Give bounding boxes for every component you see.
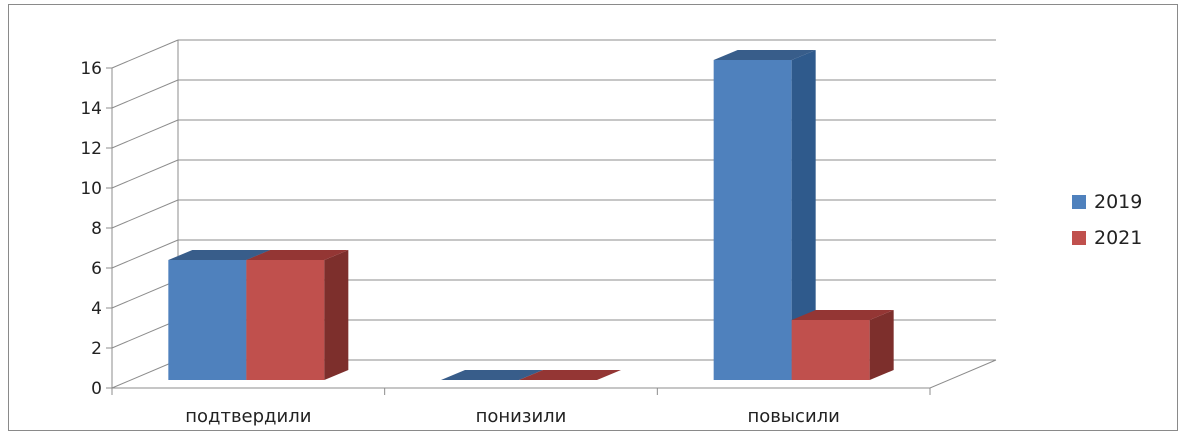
category-labels: подтвердили понизили повысили xyxy=(185,406,840,427)
legend-label: 2019 xyxy=(1094,191,1142,213)
bar-top xyxy=(519,370,621,380)
axes xyxy=(106,67,997,395)
bar-2019-2 xyxy=(713,50,816,380)
gridline-side xyxy=(111,79,179,109)
y-tick-label: 2 xyxy=(91,339,102,359)
bar-top xyxy=(168,250,271,260)
y-tick-label: 4 xyxy=(91,299,102,319)
bar-side xyxy=(869,310,894,380)
gridlines xyxy=(111,39,996,389)
bar-top xyxy=(246,250,349,260)
bar-side xyxy=(791,50,816,380)
bar-2019-1 xyxy=(441,370,543,380)
y-tick-labels: 0 2 4 6 8 10 12 14 16 xyxy=(80,59,102,399)
y-tick-label: 14 xyxy=(80,99,102,119)
y-tick-label: 8 xyxy=(91,219,102,239)
bar-front xyxy=(168,260,247,380)
category-label: повысили xyxy=(747,406,839,427)
y-tick-label: 12 xyxy=(80,139,102,159)
legend-swatch-2021 xyxy=(1072,231,1086,245)
bar-front xyxy=(713,60,792,380)
bars xyxy=(168,50,894,380)
bar-front xyxy=(791,320,870,380)
legend: 2019 2021 xyxy=(1072,191,1142,249)
bar-2021-0 xyxy=(246,250,349,380)
legend-label: 2021 xyxy=(1094,227,1142,249)
gridline-side xyxy=(111,159,179,189)
gridline-side xyxy=(111,199,179,229)
gridline-side xyxy=(111,279,179,309)
gridline-side xyxy=(111,239,179,269)
y-tick-label: 0 xyxy=(91,379,102,399)
gridline-side xyxy=(111,319,179,349)
bar-2021-2 xyxy=(791,310,894,380)
legend-swatch-2019 xyxy=(1072,195,1086,209)
y-tick-label: 16 xyxy=(80,59,102,79)
bar-top xyxy=(713,50,816,60)
gridline-side xyxy=(111,119,179,149)
bar-top xyxy=(791,310,894,320)
bar-2021-1 xyxy=(519,370,621,380)
bar-front xyxy=(246,260,325,380)
gridline-side xyxy=(111,359,179,389)
category-label: подтвердили xyxy=(185,406,311,427)
category-label: понизили xyxy=(476,406,567,427)
y-tick-label: 10 xyxy=(80,179,102,199)
gridline-side xyxy=(111,39,179,69)
bar-top xyxy=(441,370,543,380)
y-tick-label: 6 xyxy=(91,259,102,279)
bar-side xyxy=(324,250,349,380)
